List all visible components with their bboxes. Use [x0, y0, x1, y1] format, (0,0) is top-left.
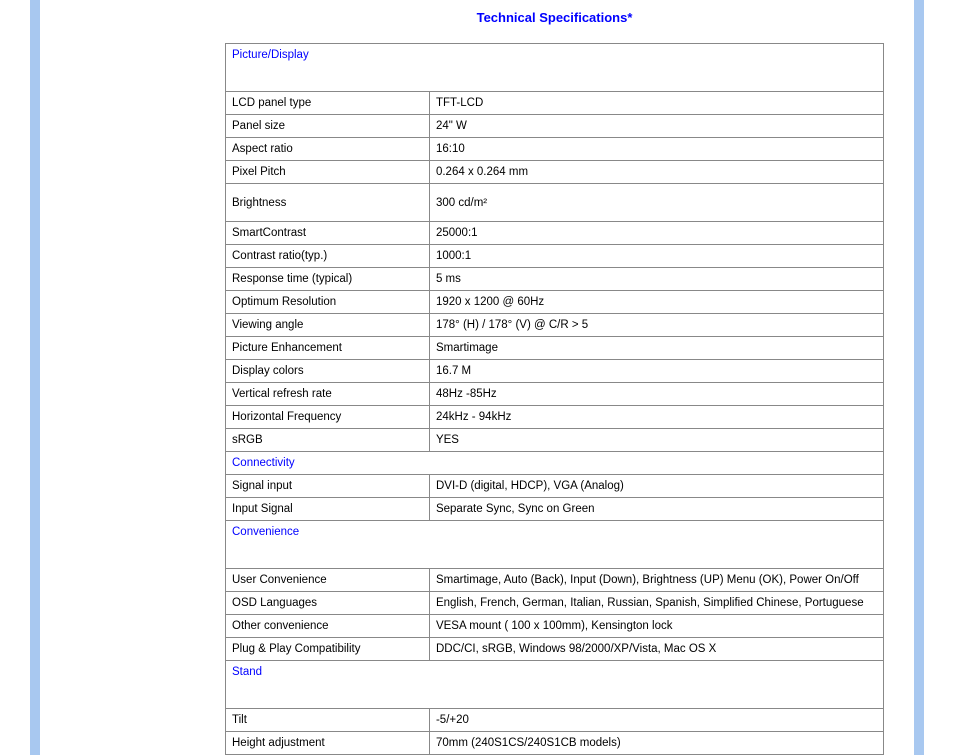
- spec-value: 178° (H) / 178° (V) @ C/R > 5: [429, 314, 883, 337]
- table-row: Signal inputDVI-D (digital, HDCP), VGA (…: [226, 475, 884, 498]
- spec-label: Height adjustment: [226, 732, 430, 755]
- spec-label: Other convenience: [226, 615, 430, 638]
- table-row: Aspect ratio16:10: [226, 138, 884, 161]
- table-row: Plug & Play CompatibilityDDC/CI, sRGB, W…: [226, 638, 884, 661]
- table-row: Response time (typical)5 ms: [226, 268, 884, 291]
- spec-table-body: Picture/DisplayLCD panel typeTFT-LCDPane…: [226, 44, 884, 755]
- spec-value: Smartimage: [429, 337, 883, 360]
- spec-table: Picture/DisplayLCD panel typeTFT-LCDPane…: [225, 43, 884, 755]
- spec-value: 16.7 M: [429, 360, 883, 383]
- table-row: Panel size24" W: [226, 115, 884, 138]
- section-header: Picture/Display: [226, 44, 884, 92]
- spec-label: Input Signal: [226, 498, 430, 521]
- table-row: Display colors16.7 M: [226, 360, 884, 383]
- table-row: Optimum Resolution1920 x 1200 @ 60Hz: [226, 291, 884, 314]
- table-row: OSD LanguagesEnglish, French, German, It…: [226, 592, 884, 615]
- decorative-bar-right: [914, 0, 924, 755]
- table-row: Horizontal Frequency24kHz - 94kHz: [226, 406, 884, 429]
- table-row: User ConvenienceSmartimage, Auto (Back),…: [226, 569, 884, 592]
- decorative-bar-left: [30, 0, 40, 755]
- spec-label: Aspect ratio: [226, 138, 430, 161]
- section-header: Stand: [226, 661, 884, 709]
- section-header: Connectivity: [226, 452, 884, 475]
- spec-label: Contrast ratio(typ.): [226, 245, 430, 268]
- spec-value: 70mm (240S1CS/240S1CB models): [429, 732, 883, 755]
- table-row: Picture EnhancementSmartimage: [226, 337, 884, 360]
- spec-value: 300 cd/m²: [429, 184, 883, 222]
- table-row: Brightness300 cd/m²: [226, 184, 884, 222]
- spec-label: Pixel Pitch: [226, 161, 430, 184]
- content-area: Technical Specifications* Picture/Displa…: [215, 0, 894, 755]
- left-margin: [40, 0, 215, 755]
- spec-value: English, French, German, Italian, Russia…: [429, 592, 883, 615]
- table-row: LCD panel typeTFT-LCD: [226, 92, 884, 115]
- spec-label: Display colors: [226, 360, 430, 383]
- spec-label: Signal input: [226, 475, 430, 498]
- spec-value: 1920 x 1200 @ 60Hz: [429, 291, 883, 314]
- table-row: Other convenienceVESA mount ( 100 x 100m…: [226, 615, 884, 638]
- spec-label: Horizontal Frequency: [226, 406, 430, 429]
- table-row: Tilt-5/+20: [226, 709, 884, 732]
- spec-value: Separate Sync, Sync on Green: [429, 498, 883, 521]
- spec-label: Tilt: [226, 709, 430, 732]
- spec-label: Vertical refresh rate: [226, 383, 430, 406]
- spec-label: LCD panel type: [226, 92, 430, 115]
- page-title: Technical Specifications*: [225, 10, 884, 25]
- table-row: Input SignalSeparate Sync, Sync on Green: [226, 498, 884, 521]
- spec-label: Brightness: [226, 184, 430, 222]
- spec-value: 24" W: [429, 115, 883, 138]
- table-row: Pixel Pitch0.264 x 0.264 mm: [226, 161, 884, 184]
- spec-label: Optimum Resolution: [226, 291, 430, 314]
- section-header: Convenience: [226, 521, 884, 569]
- spec-value: Smartimage, Auto (Back), Input (Down), B…: [429, 569, 883, 592]
- spec-value: 5 ms: [429, 268, 883, 291]
- spec-value: 1000:1: [429, 245, 883, 268]
- spec-label: Plug & Play Compatibility: [226, 638, 430, 661]
- spec-label: User Convenience: [226, 569, 430, 592]
- page: Technical Specifications* Picture/Displa…: [0, 0, 954, 755]
- spec-label: SmartContrast: [226, 222, 430, 245]
- spec-value: DVI-D (digital, HDCP), VGA (Analog): [429, 475, 883, 498]
- table-row: Height adjustment70mm (240S1CS/240S1CB m…: [226, 732, 884, 755]
- table-row: SmartContrast25000:1: [226, 222, 884, 245]
- spec-label: sRGB: [226, 429, 430, 452]
- spec-value: 16:10: [429, 138, 883, 161]
- spec-value: 24kHz - 94kHz: [429, 406, 883, 429]
- table-row: sRGBYES: [226, 429, 884, 452]
- table-row: Viewing angle178° (H) / 178° (V) @ C/R >…: [226, 314, 884, 337]
- spec-label: Viewing angle: [226, 314, 430, 337]
- spec-value: -5/+20: [429, 709, 883, 732]
- spec-value: DDC/CI, sRGB, Windows 98/2000/XP/Vista, …: [429, 638, 883, 661]
- spec-value: 25000:1: [429, 222, 883, 245]
- spec-value: 48Hz -85Hz: [429, 383, 883, 406]
- spec-label: Panel size: [226, 115, 430, 138]
- spec-value: VESA mount ( 100 x 100mm), Kensington lo…: [429, 615, 883, 638]
- table-row: Vertical refresh rate48Hz -85Hz: [226, 383, 884, 406]
- spec-value: TFT-LCD: [429, 92, 883, 115]
- table-row: Contrast ratio(typ.)1000:1: [226, 245, 884, 268]
- right-margin: [894, 0, 914, 755]
- spec-value: 0.264 x 0.264 mm: [429, 161, 883, 184]
- spec-value: YES: [429, 429, 883, 452]
- spec-label: Picture Enhancement: [226, 337, 430, 360]
- spec-label: Response time (typical): [226, 268, 430, 291]
- spec-label: OSD Languages: [226, 592, 430, 615]
